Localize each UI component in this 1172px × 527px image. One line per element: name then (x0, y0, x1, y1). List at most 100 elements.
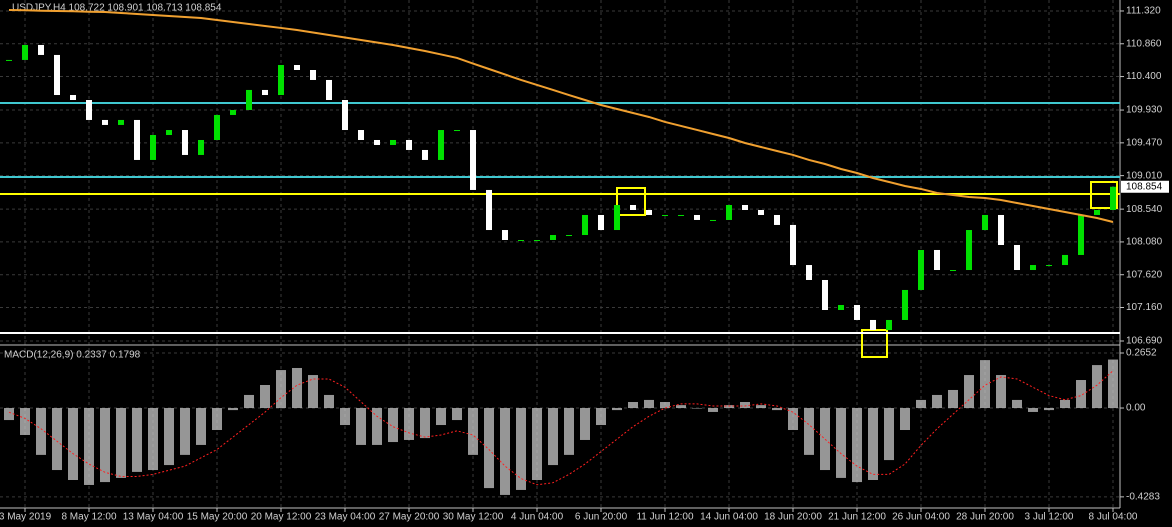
highlight-box (616, 187, 646, 216)
histogram-bar (580, 408, 590, 440)
candle (998, 214, 1004, 245)
histogram-bar (420, 408, 430, 439)
histogram-bar (1076, 380, 1086, 409)
histogram-bar (996, 375, 1006, 409)
histogram-bar (36, 408, 46, 455)
x-tick-label: 18 Jun 20:00 (764, 512, 822, 523)
candle (710, 219, 716, 221)
histogram-bar (276, 370, 286, 409)
histogram-bar (388, 408, 398, 443)
histogram-bar (356, 408, 366, 445)
candle (406, 139, 412, 150)
histogram-bar (1044, 408, 1054, 411)
candle (518, 240, 524, 242)
histogram-bar (20, 408, 30, 435)
histogram-bar (164, 408, 174, 466)
histogram-bar (132, 408, 142, 472)
candle (1110, 186, 1116, 210)
histogram-bar (532, 408, 542, 480)
histogram-bar (260, 384, 270, 409)
candle (742, 205, 748, 210)
histogram-bar (868, 408, 878, 480)
candle (966, 230, 972, 271)
histogram-bar (468, 408, 478, 455)
histogram-bar (548, 408, 558, 466)
histogram-bar (772, 408, 782, 411)
candle (390, 139, 396, 145)
candle (198, 139, 204, 155)
histogram-bar (820, 408, 830, 471)
candle (454, 130, 460, 132)
candle (598, 214, 604, 231)
candle (150, 135, 156, 160)
price-tag-label: 108.854 (1126, 181, 1163, 192)
x-tick-label: 30 May 12:00 (443, 512, 504, 523)
histogram-bar (660, 402, 670, 409)
histogram-bar (452, 408, 462, 421)
candle (550, 235, 556, 241)
histogram-bar (852, 408, 862, 483)
histogram-bar (116, 408, 126, 478)
histogram-bar (948, 389, 958, 409)
candle (758, 209, 764, 215)
x-tick-label: 21 Jun 12:00 (828, 512, 886, 523)
histogram-bar (148, 408, 158, 471)
y-tick-label: 110.400 (1126, 71, 1162, 82)
candle (662, 214, 668, 216)
histogram-bar (964, 375, 974, 409)
candle (1062, 254, 1068, 266)
histogram-bar (340, 408, 350, 426)
y-tick-label: 107.620 (1126, 269, 1163, 280)
x-tick-label: 26 Jun 04:00 (892, 512, 950, 523)
y-tick-label: -0.4283 (1126, 492, 1160, 503)
candle (630, 205, 636, 210)
x-tick-label: 11 Jun 12:00 (636, 512, 694, 523)
histogram-bar (708, 408, 718, 412)
candle (646, 209, 652, 215)
candle (342, 100, 348, 131)
candle (54, 54, 60, 96)
histogram-bar (1012, 399, 1022, 409)
y-tick-label: 110.860 (1126, 38, 1162, 49)
histogram-bar (4, 408, 14, 421)
candle (182, 130, 188, 155)
candle (982, 214, 988, 231)
candle (486, 189, 492, 231)
histogram-bar (804, 408, 814, 455)
histogram-bar (1028, 408, 1038, 412)
histogram-bar (564, 408, 574, 455)
candle (950, 270, 956, 272)
x-tick-label: 8 Jul 04:00 (1089, 512, 1138, 523)
x-tick-label: 28 Jun 20:00 (956, 512, 1014, 523)
y-tick-label: 109.010 (1126, 170, 1163, 181)
candle (886, 319, 892, 331)
candle (534, 240, 540, 242)
candle (1014, 244, 1020, 271)
x-tick-label: 23 May 04:00 (315, 512, 376, 523)
histogram-bar (724, 405, 734, 409)
candle (70, 95, 76, 101)
candle (358, 130, 364, 140)
y-tick-label: 0.00 (1126, 403, 1146, 414)
candle (230, 109, 236, 115)
histogram-bar (500, 408, 510, 495)
candle (854, 305, 860, 320)
candle (1046, 265, 1052, 267)
x-tick-label: 6 Jun 20:00 (575, 512, 628, 523)
histogram-bar (628, 402, 638, 409)
histogram-bar (916, 399, 926, 409)
histogram-bar (84, 408, 94, 485)
histogram-bar (68, 408, 78, 480)
candle (902, 289, 908, 320)
candle (374, 139, 380, 145)
candle (806, 265, 812, 280)
histogram-bar (484, 408, 494, 489)
candle (1094, 209, 1100, 215)
histogram-bar (436, 408, 446, 426)
y-tick-label: 0.2652 (1126, 348, 1157, 359)
y-tick-label: 109.470 (1126, 137, 1163, 148)
histogram-bar (372, 408, 382, 445)
candle (726, 205, 732, 220)
candle (118, 119, 124, 125)
y-tick-label: 109.930 (1126, 105, 1163, 116)
